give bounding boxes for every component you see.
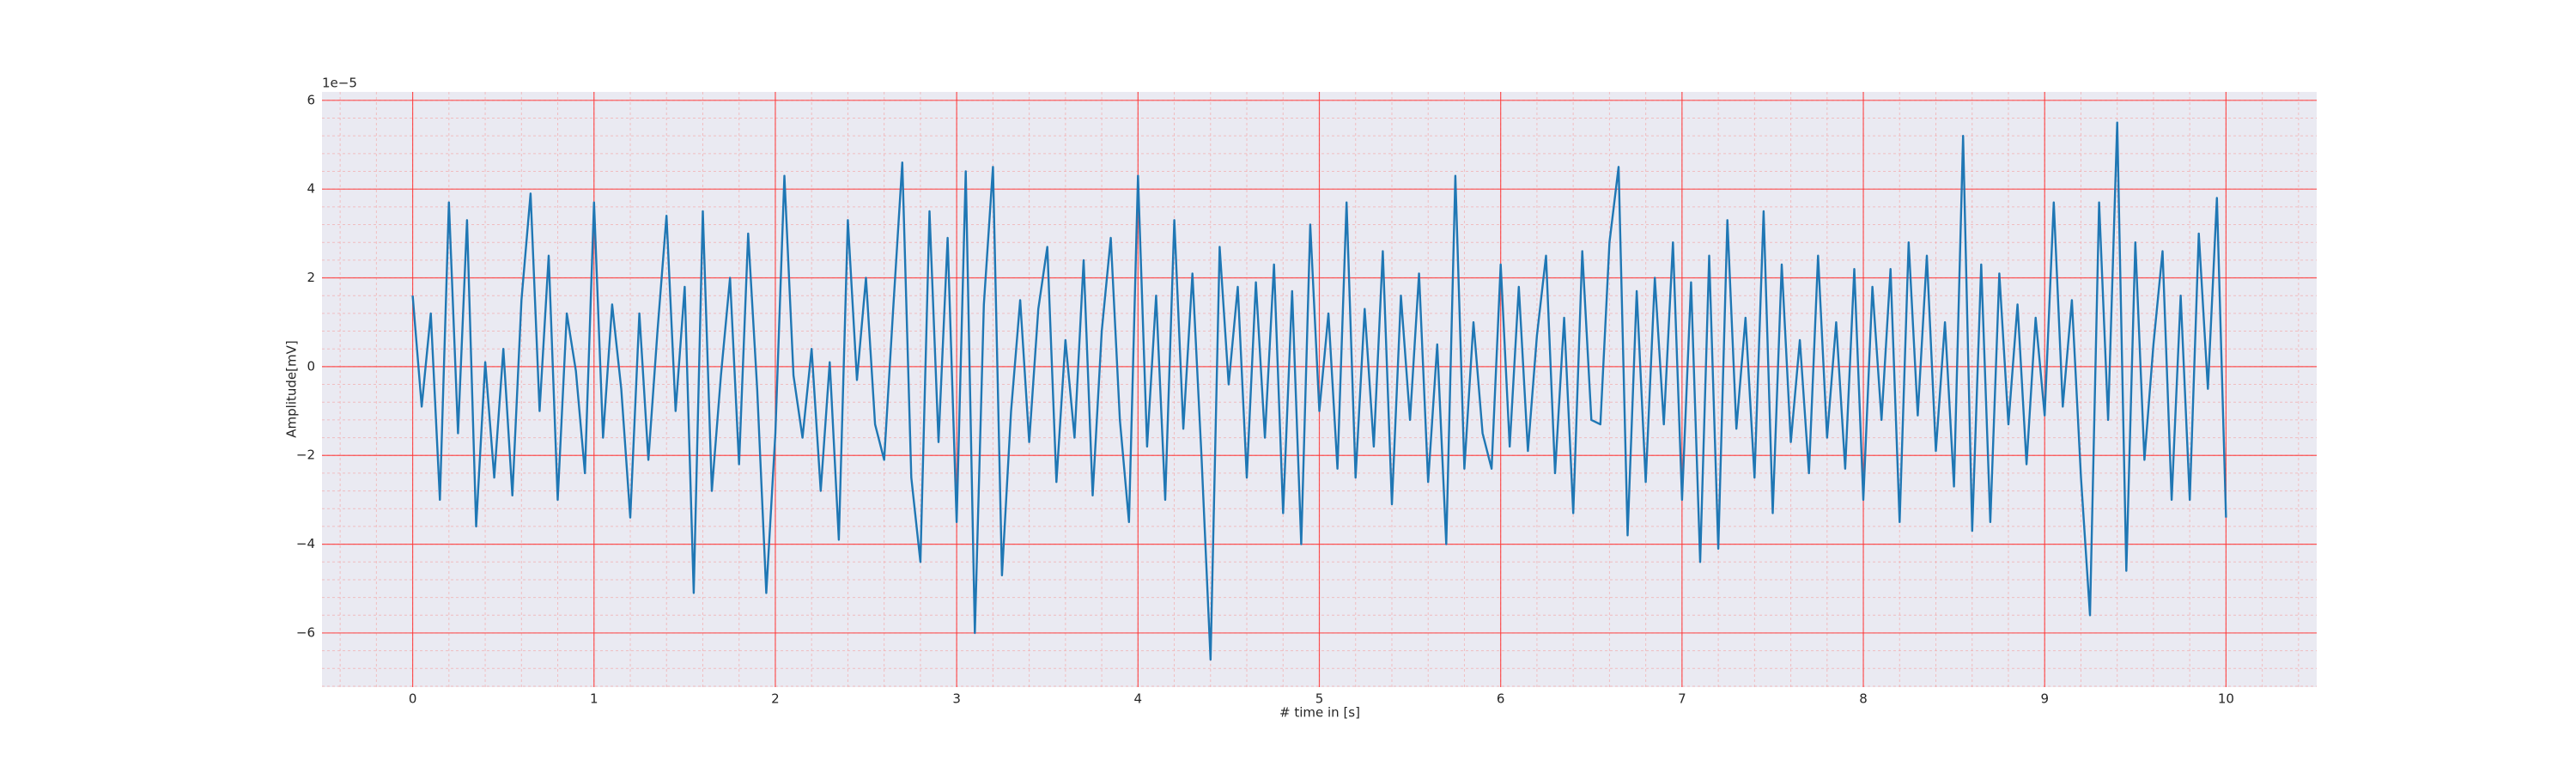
x-axis-label: # time in [s] (1279, 705, 1360, 721)
y-tick-label: −2 (296, 447, 315, 463)
y-tick-label: −6 (296, 624, 315, 640)
x-tick-label: 3 (952, 691, 961, 707)
y-tick-label: 4 (307, 181, 315, 197)
y-tick-label: 2 (307, 270, 315, 285)
x-tick-label: 0 (409, 691, 417, 707)
y-axis-label: Amplitude[mV] (284, 340, 300, 437)
x-tick-label: 5 (1315, 691, 1324, 707)
offset-label: 1e−5 (322, 76, 357, 91)
x-tick-label: 2 (771, 691, 780, 707)
signal-line (411, 121, 2227, 661)
x-tick-label: 10 (2218, 691, 2234, 707)
y-tick-label: 0 (307, 358, 315, 374)
x-tick-label: 9 (2040, 691, 2049, 707)
y-tick-label: 6 (307, 92, 315, 107)
x-tick-label: 4 (1134, 691, 1143, 707)
x-tick-label: 1 (590, 691, 598, 707)
y-tick-label: −4 (296, 536, 315, 551)
x-tick-label: 7 (1678, 691, 1686, 707)
x-tick-label: 8 (1859, 691, 1868, 707)
x-tick-label: 6 (1497, 691, 1505, 707)
